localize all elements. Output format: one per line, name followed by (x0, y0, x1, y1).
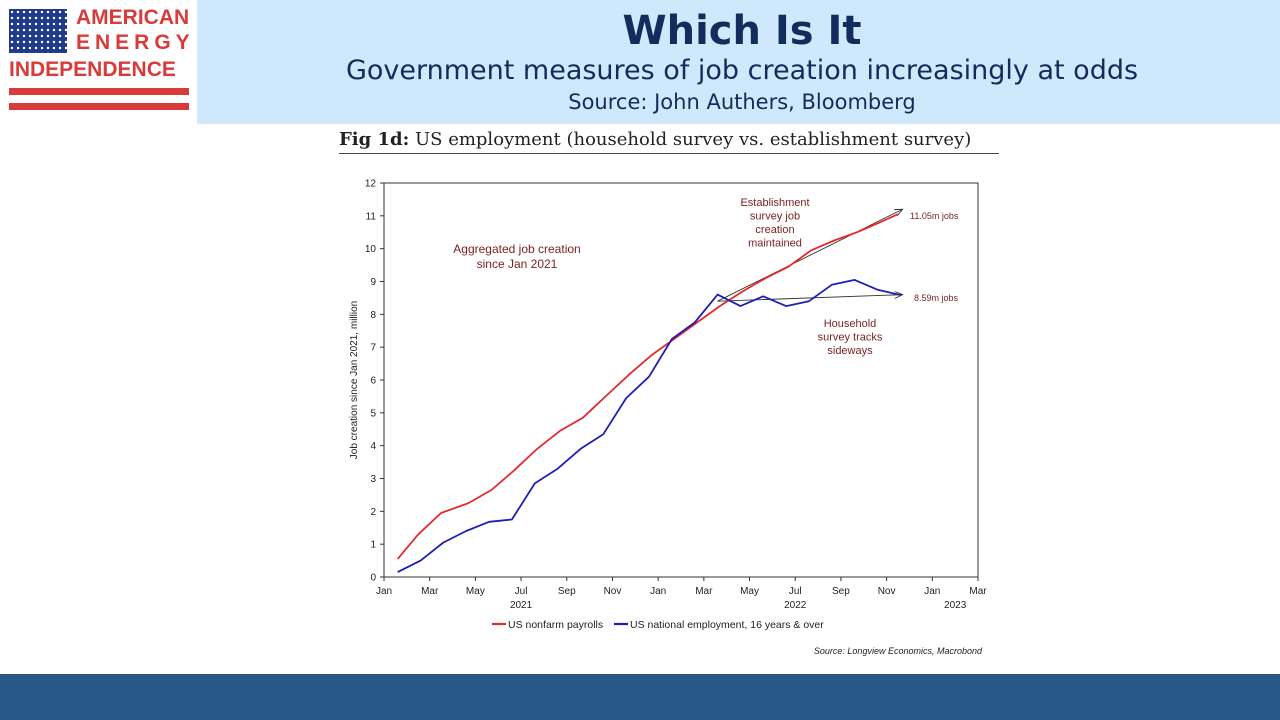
x-tick-label: Jul (789, 586, 802, 597)
x-tick-label: Nov (878, 586, 896, 597)
logo-stripe (9, 88, 189, 95)
annotation-establishment: survey job (750, 211, 800, 223)
x-year-label: 2021 (510, 600, 533, 611)
household-series-line (397, 279, 901, 573)
y-tick-label: 12 (365, 179, 377, 190)
y-tick-label: 8 (370, 310, 376, 321)
annotation-household-end: 8.59m jobs (914, 293, 959, 303)
annotation-aggregated: since Jan 2021 (477, 257, 558, 271)
y-tick-label: 9 (370, 277, 376, 288)
x-year-label: 2022 (784, 600, 807, 611)
annotation-household: sideways (827, 345, 873, 357)
logo-stripe (9, 103, 189, 110)
legend-label: US national employment, 16 years & over (630, 619, 824, 631)
legend-label: US nonfarm payrolls (508, 619, 603, 631)
chart-source: Source: Longview Economics, Macrobond (814, 646, 983, 656)
logo: AMERICAN ENERGY INDEPENDENCE (0, 0, 197, 124)
annotation-establishment: maintained (748, 238, 802, 250)
x-tick-label: Jan (376, 586, 392, 597)
x-tick-label: May (740, 586, 759, 597)
logo-text-line1: AMERICAN (76, 6, 190, 29)
y-tick-label: 4 (370, 441, 376, 452)
y-tick-label: 3 (370, 474, 376, 485)
annotation-aggregated: Aggregated job creation (453, 242, 580, 256)
x-tick-label: Mar (969, 586, 987, 597)
slide-source: Source: John Authers, Bloomberg (568, 90, 916, 114)
y-tick-label: 2 (370, 507, 376, 518)
y-tick-label: 5 (370, 408, 376, 419)
x-tick-label: Nov (604, 586, 622, 597)
x-tick-label: Jan (650, 586, 666, 597)
annotation-payrolls-end: 11.05m jobs (910, 211, 959, 221)
x-tick-label: Mar (695, 586, 713, 597)
x-tick-label: Sep (832, 586, 850, 597)
logo-text-line2: ENERGY (76, 31, 195, 54)
footer-bar (0, 674, 1280, 720)
y-axis-label: Job creation since Jan 2021, million (349, 301, 360, 459)
x-tick-label: Jan (924, 586, 940, 597)
figure-caption-text: US employment (household survey vs. esta… (414, 129, 972, 150)
slide-subtitle: Government measures of job creation incr… (345, 55, 1139, 86)
trend-arrow (717, 209, 903, 302)
x-tick-label: Jul (515, 586, 528, 597)
x-tick-label: May (466, 586, 485, 597)
header-band (197, 0, 1280, 124)
payrolls-series-line (397, 213, 899, 560)
annotation-establishment: creation (755, 224, 794, 236)
figure-caption: Fig 1d: US employment (household survey … (339, 129, 999, 154)
slide-title: Which Is It (622, 8, 862, 54)
x-year-label: 2023 (944, 600, 967, 611)
y-tick-label: 6 (370, 376, 376, 387)
y-tick-label: 0 (370, 573, 376, 584)
y-tick-label: 11 (366, 211, 377, 222)
annotation-household: Household (824, 318, 877, 330)
logo-text-line3: INDEPENDENCE (9, 58, 176, 81)
annotation-establishment: Establishment (740, 197, 809, 209)
figure-label: Fig 1d: (339, 129, 410, 150)
y-tick-label: 1 (370, 540, 376, 551)
x-tick-label: Sep (558, 586, 576, 597)
trend-arrow (717, 295, 903, 302)
y-tick-label: 7 (370, 343, 376, 354)
annotation-household: survey tracks (818, 332, 883, 344)
flag-icon (9, 9, 67, 53)
x-tick-label: Mar (421, 586, 439, 597)
y-tick-label: 10 (365, 244, 377, 255)
